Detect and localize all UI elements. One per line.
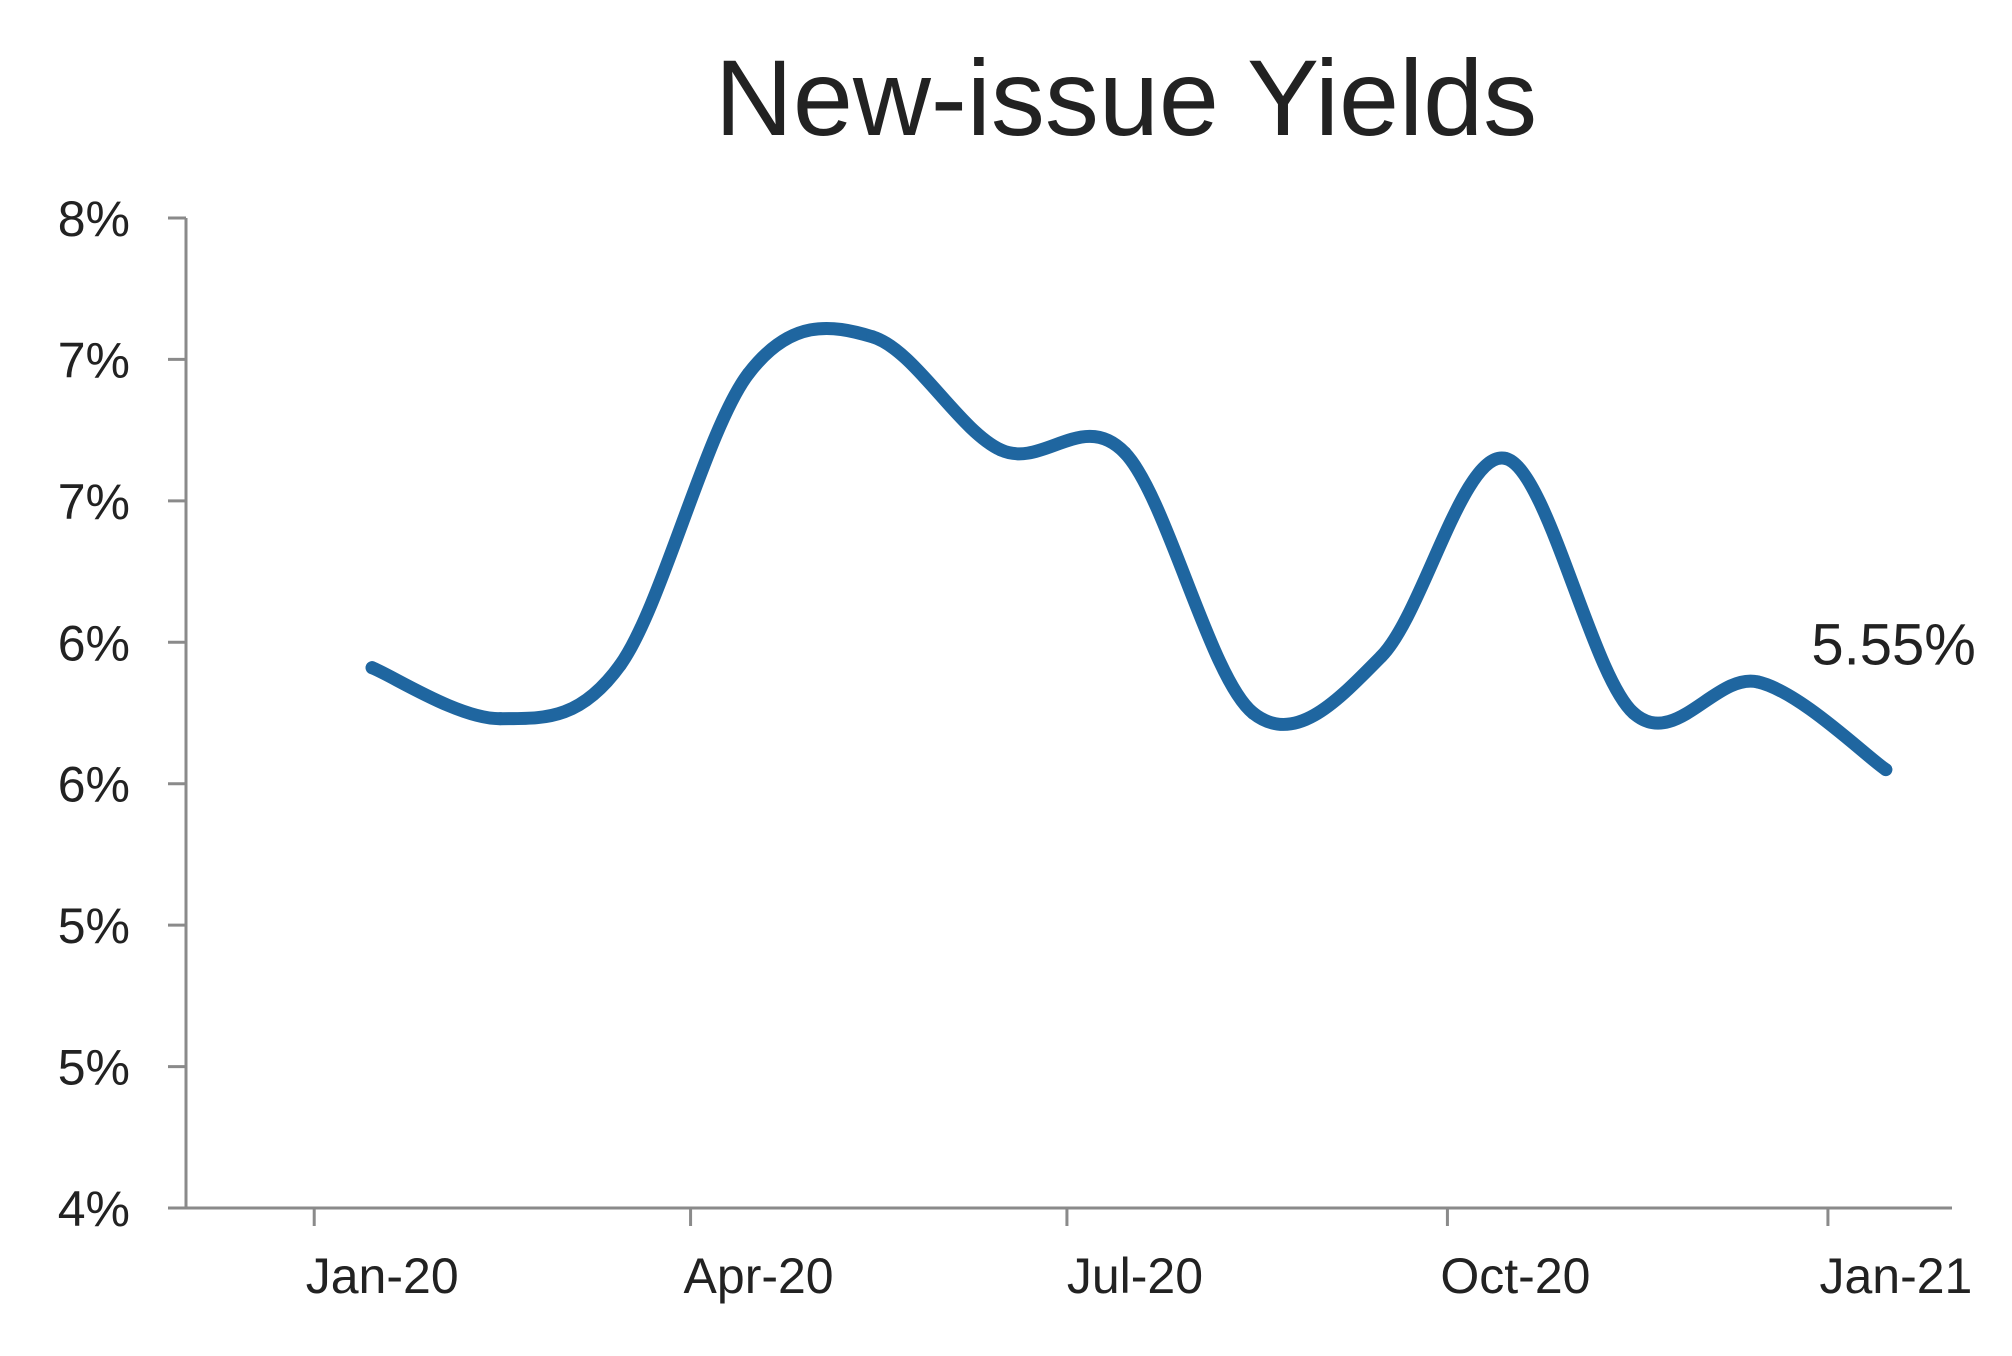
last-value-label: 5.55%	[1811, 613, 1975, 678]
data-point	[1879, 763, 1893, 777]
x-tick-label: Jan-21	[1819, 1248, 1972, 1304]
data-point	[1246, 706, 1260, 720]
x-tick-label: Apr-20	[684, 1248, 834, 1304]
data-point	[493, 712, 507, 726]
y-tick-label: 8%	[58, 191, 130, 247]
y-tick-label: 5%	[58, 898, 130, 954]
y-axis-ticks: 4% 5% 5% 6% 6% 7% 7% 8%	[58, 191, 186, 1237]
data-point	[1627, 706, 1641, 720]
data-point	[1374, 649, 1388, 663]
x-tick-label: Jan-20	[306, 1248, 459, 1304]
x-axis-ticks: Jan-20 Apr-20 Jul-20 Oct-20 Jan-21	[306, 1208, 1972, 1304]
data-point	[1498, 451, 1512, 465]
data-point	[613, 658, 627, 672]
data-point	[1751, 675, 1765, 689]
chart-title: New-issue Yields	[715, 37, 1537, 158]
series-layer	[365, 321, 1893, 777]
data-point	[1118, 446, 1132, 460]
x-tick-label: Oct-20	[1440, 1248, 1590, 1304]
y-tick-label: 4%	[58, 1181, 130, 1237]
data-point	[741, 367, 755, 381]
y-tick-label: 7%	[58, 332, 130, 388]
series-line	[365, 321, 1893, 777]
data-point	[365, 661, 379, 675]
axes	[184, 218, 1952, 1210]
data-point	[866, 330, 880, 344]
data-point	[994, 443, 1008, 457]
y-tick-label: 5%	[58, 1040, 130, 1096]
x-tick-label: Jul-20	[1067, 1248, 1203, 1304]
y-tick-label: 6%	[58, 615, 130, 671]
annotations: 5.55%	[1811, 613, 1975, 678]
y-tick-label: 7%	[58, 474, 130, 530]
y-tick-label: 6%	[58, 757, 130, 813]
